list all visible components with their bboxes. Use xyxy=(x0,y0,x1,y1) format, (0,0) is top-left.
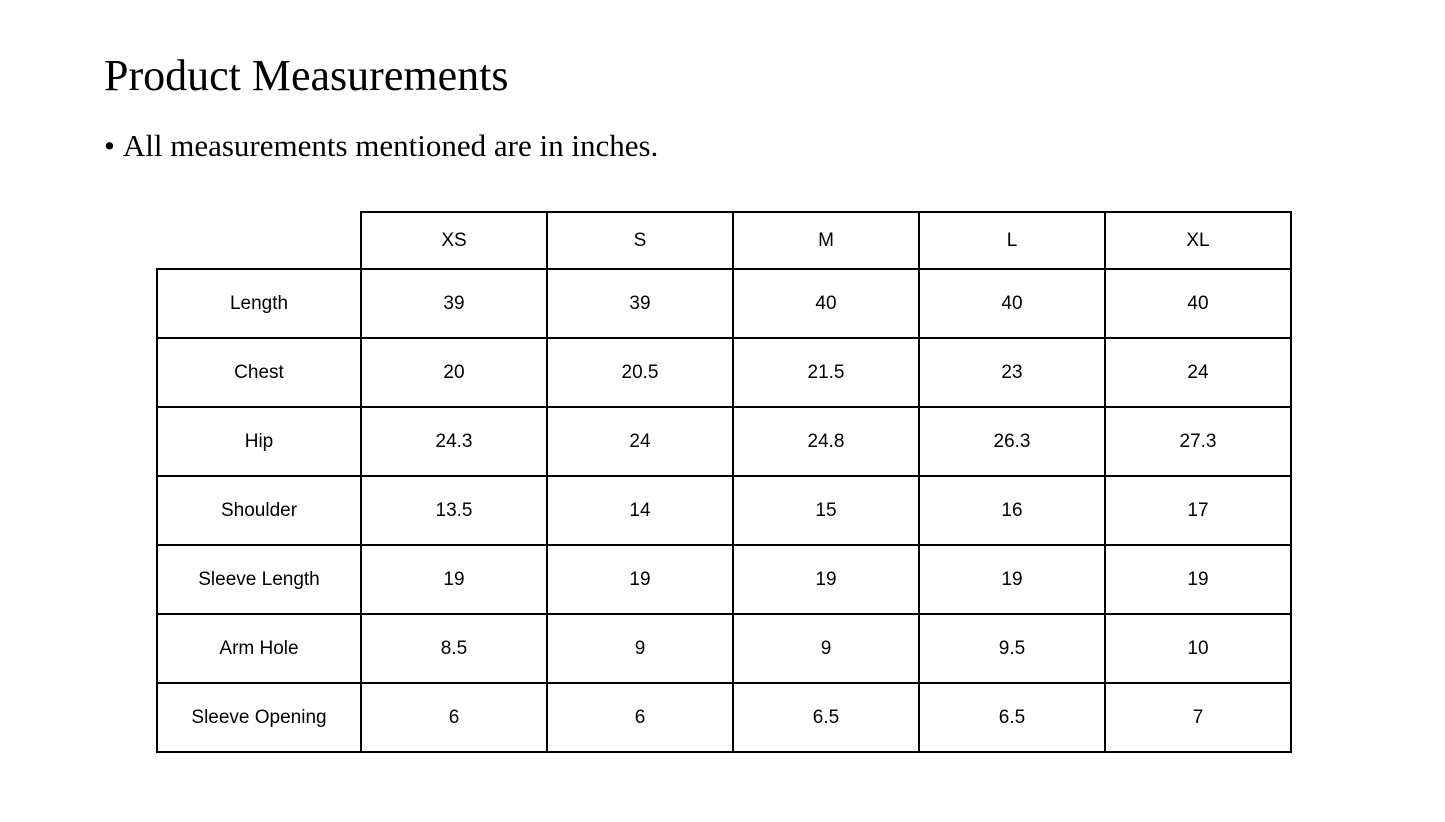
measurement-cell: 19 xyxy=(360,544,548,615)
row-label: Shoulder xyxy=(156,475,362,546)
row-label: Sleeve Length xyxy=(156,544,362,615)
measurement-cell: 23 xyxy=(918,337,1106,408)
measurement-cell: 6.5 xyxy=(732,682,920,753)
measurement-cell: 16 xyxy=(918,475,1106,546)
measurement-cell: 40 xyxy=(1104,268,1292,339)
measurement-cell: 21.5 xyxy=(732,337,920,408)
table-row: Hip 24.3 24 24.8 26.3 27.3 xyxy=(156,406,1292,477)
measurement-cell: 9.5 xyxy=(918,613,1106,684)
measurement-cell: 19 xyxy=(918,544,1106,615)
measurement-cell: 24.3 xyxy=(360,406,548,477)
row-label: Arm Hole xyxy=(156,613,362,684)
table-row: Shoulder 13.5 14 15 16 17 xyxy=(156,475,1292,546)
measurement-cell: 39 xyxy=(546,268,734,339)
measurement-cell: 24 xyxy=(1104,337,1292,408)
measurement-cell: 24 xyxy=(546,406,734,477)
measurement-cell: 10 xyxy=(1104,613,1292,684)
size-header: XS xyxy=(360,211,548,270)
header-row: XS S M L XL xyxy=(157,211,1292,270)
row-label: Length xyxy=(156,268,362,339)
measurement-cell: 40 xyxy=(918,268,1106,339)
measurement-cell: 6.5 xyxy=(918,682,1106,753)
table-row: Length 39 39 40 40 40 xyxy=(156,268,1292,339)
table-row: Arm Hole 8.5 9 9 9.5 10 xyxy=(156,613,1292,684)
measurement-cell: 13.5 xyxy=(360,475,548,546)
measurement-cell: 15 xyxy=(732,475,920,546)
measurement-cell: 27.3 xyxy=(1104,406,1292,477)
measurement-cell: 40 xyxy=(732,268,920,339)
measurement-cell: 20 xyxy=(360,337,548,408)
size-header: L xyxy=(918,211,1106,270)
row-label: Sleeve Opening xyxy=(156,682,362,753)
size-header: S xyxy=(546,211,734,270)
size-header: M xyxy=(732,211,920,270)
measurement-cell: 19 xyxy=(732,544,920,615)
measurement-cell: 14 xyxy=(546,475,734,546)
size-chart-table: XS S M L XL Length 39 39 40 40 40 Chest 20 20.5 21.5 23… xyxy=(156,211,1292,753)
note-bullet: • All measurements mentioned are in inche… xyxy=(104,126,658,166)
measurement-cell: 9 xyxy=(546,613,734,684)
table-row: Sleeve Length 19 19 19 19 19 xyxy=(156,544,1292,615)
measurement-cell: 7 xyxy=(1104,682,1292,753)
measurement-cell: 19 xyxy=(546,544,734,615)
page-title: Product Measurements xyxy=(104,51,509,100)
measurement-cell: 6 xyxy=(546,682,734,753)
measurement-cell: 20.5 xyxy=(546,337,734,408)
measurement-cell: 19 xyxy=(1104,544,1292,615)
row-label: Hip xyxy=(156,406,362,477)
corner-cell xyxy=(157,212,361,270)
row-label: Chest xyxy=(156,337,362,408)
measurement-cell: 6 xyxy=(360,682,548,753)
measurement-cell: 9 xyxy=(732,613,920,684)
table-row: Sleeve Opening 6 6 6.5 6.5 7 xyxy=(156,682,1292,753)
table-row: Chest 20 20.5 21.5 23 24 xyxy=(156,337,1292,408)
size-header: XL xyxy=(1104,211,1292,270)
bullet-icon: • xyxy=(104,128,115,163)
measurement-cell: 39 xyxy=(360,268,548,339)
measurement-cell: 24.8 xyxy=(732,406,920,477)
measurement-cell: 17 xyxy=(1104,475,1292,546)
measurement-cell: 26.3 xyxy=(918,406,1106,477)
note-text: All measurements mentioned are in inches… xyxy=(122,128,659,163)
measurement-cell: 8.5 xyxy=(360,613,548,684)
